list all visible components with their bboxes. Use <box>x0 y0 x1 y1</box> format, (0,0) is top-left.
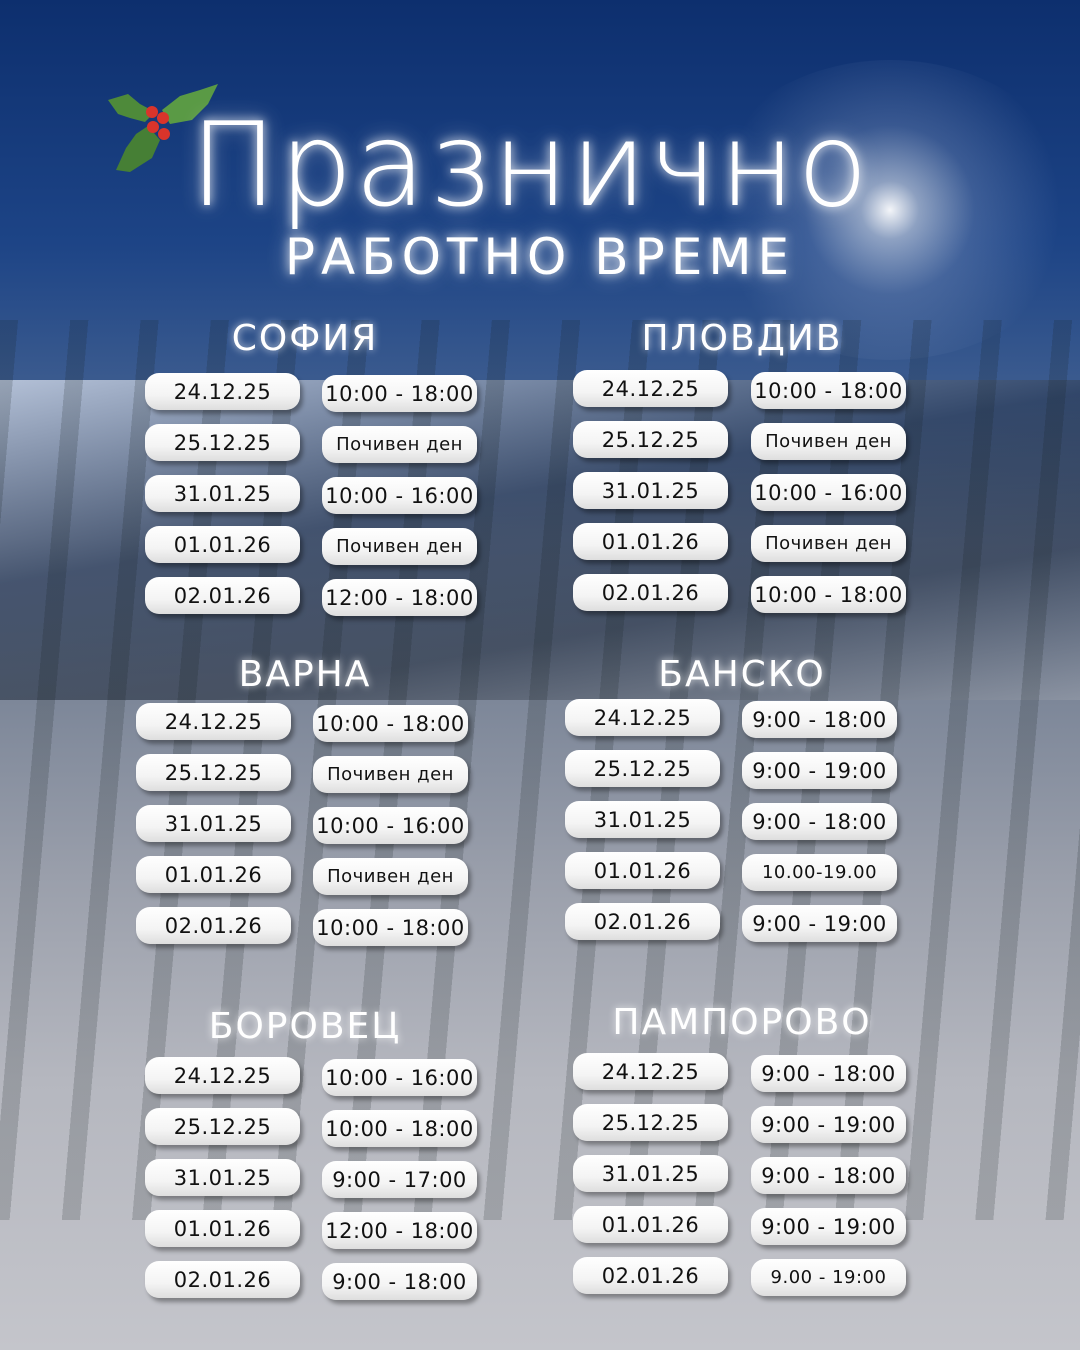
hours-pill: 9:00 - 18:00 <box>742 701 897 738</box>
date-pill: 01.01.26 <box>145 526 300 563</box>
city-name: ПЛОВДИВ <box>641 318 843 359</box>
hours-pill: Почивен ден <box>322 426 477 463</box>
hours-pill: 9.00 - 19:00 <box>751 1259 906 1296</box>
main-title: Празнично <box>189 98 871 233</box>
hours-pill: Почивен ден <box>751 423 906 460</box>
date-pill: 01.01.26 <box>136 856 291 893</box>
hours-pill: Почивен ден <box>313 756 468 793</box>
hours-pill: 9:00 - 18:00 <box>742 803 897 840</box>
sun-glare <box>700 60 1080 360</box>
hours-pill: 12:00 - 18:00 <box>322 1212 477 1249</box>
hours-pill: 12:00 - 18:00 <box>322 579 477 616</box>
date-pill: 01.01.26 <box>565 852 720 889</box>
hours-pill: Почивен ден <box>751 525 906 562</box>
hours-pill: 10:00 - 16:00 <box>313 807 468 844</box>
date-pill: 31.01.25 <box>136 805 291 842</box>
hours-pill: 9:00 - 17:00 <box>322 1161 477 1198</box>
date-pill: 31.01.25 <box>565 801 720 838</box>
hours-pill: Почивен ден <box>313 858 468 895</box>
hours-pill: 9:00 - 18:00 <box>751 1157 906 1194</box>
hours-pill: 10.00-19.00 <box>742 854 897 891</box>
date-pill: 24.12.25 <box>573 1053 728 1090</box>
hours-pill: Почивен ден <box>322 528 477 565</box>
hours-pill: 9:00 - 19:00 <box>742 905 897 942</box>
date-pill: 24.12.25 <box>145 373 300 410</box>
date-pill: 25.12.25 <box>565 750 720 787</box>
date-pill: 31.01.25 <box>573 472 728 509</box>
hours-pill: 10:00 - 18:00 <box>751 576 906 613</box>
date-pill: 02.01.26 <box>145 1261 300 1298</box>
hours-pill: 10:00 - 18:00 <box>313 909 468 946</box>
hours-pill: 9:00 - 19:00 <box>742 752 897 789</box>
hours-pill: 9:00 - 19:00 <box>751 1208 906 1245</box>
date-pill: 31.01.25 <box>145 475 300 512</box>
hours-pill: 10:00 - 18:00 <box>751 372 906 409</box>
date-pill: 02.01.26 <box>573 1257 728 1294</box>
hours-pill: 10:00 - 16:00 <box>322 477 477 514</box>
date-pill: 25.12.25 <box>573 421 728 458</box>
holly-icon <box>108 84 218 172</box>
date-pill: 31.01.25 <box>573 1155 728 1192</box>
date-pill: 02.01.26 <box>136 907 291 944</box>
city-name: ПАМПОРОВО <box>612 1002 872 1043</box>
city-name: БОРОВЕЦ <box>208 1006 402 1047</box>
city-name: ВАРНА <box>238 654 372 695</box>
hours-pill: 9:00 - 18:00 <box>322 1263 477 1300</box>
date-pill: 01.01.26 <box>573 1206 728 1243</box>
hours-pill: 9:00 - 18:00 <box>751 1055 906 1092</box>
date-pill: 24.12.25 <box>565 699 720 736</box>
date-pill: 31.01.25 <box>145 1159 300 1196</box>
date-pill: 24.12.25 <box>145 1057 300 1094</box>
city-name: БАНСКО <box>658 654 826 695</box>
hours-pill: 10:00 - 16:00 <box>322 1059 477 1096</box>
date-pill: 25.12.25 <box>136 754 291 791</box>
hours-pill: 10:00 - 18:00 <box>313 705 468 742</box>
date-pill: 24.12.25 <box>573 370 728 407</box>
hours-pill: 10:00 - 16:00 <box>751 474 906 511</box>
date-pill: 02.01.26 <box>573 574 728 611</box>
date-pill: 25.12.25 <box>145 1108 300 1145</box>
date-pill: 02.01.26 <box>565 903 720 940</box>
hours-pill: 9:00 - 19:00 <box>751 1106 906 1143</box>
city-name: СОФИЯ <box>231 318 379 359</box>
date-pill: 01.01.26 <box>573 523 728 560</box>
date-pill: 01.01.26 <box>145 1210 300 1247</box>
date-pill: 25.12.25 <box>145 424 300 461</box>
date-pill: 25.12.25 <box>573 1104 728 1141</box>
hours-pill: 10:00 - 18:00 <box>322 375 477 412</box>
date-pill: 24.12.25 <box>136 703 291 740</box>
date-pill: 02.01.26 <box>145 577 300 614</box>
hours-pill: 10:00 - 18:00 <box>322 1110 477 1147</box>
subtitle: РАБОТНО ВРЕМЕ <box>284 228 796 286</box>
